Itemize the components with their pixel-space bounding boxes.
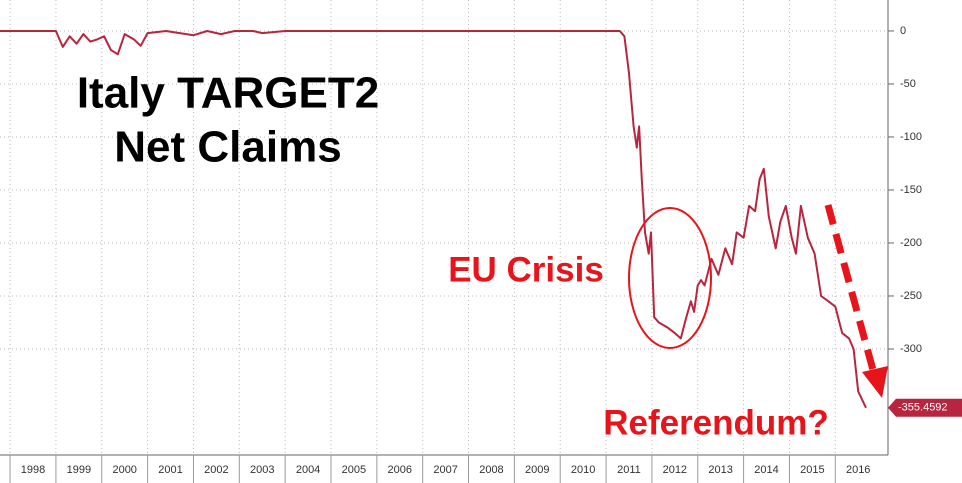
x-tick-label: 2007 [433, 464, 457, 476]
last-value-tag [888, 398, 962, 417]
line [0, 30, 867, 409]
title-line: Italy TARGET2 [77, 69, 379, 118]
x-tick-label: 2009 [525, 464, 549, 476]
highlight-ellipse [628, 207, 712, 349]
x-tick-label: 2001 [158, 464, 182, 476]
x-tick-label: 2004 [296, 464, 320, 476]
y-tick-label: -100 [900, 131, 922, 143]
x-tick-label: 2008 [479, 464, 503, 476]
x-tick-label: 2013 [708, 464, 732, 476]
x-tick-label: 2006 [388, 464, 412, 476]
x-tick-label: 2010 [571, 464, 595, 476]
annotation: EU Crisis [448, 250, 604, 289]
x-tick-label: 2015 [800, 464, 824, 476]
x-tick-label: 2014 [754, 464, 778, 476]
arrow-head [862, 366, 888, 398]
annotation: Referendum? [603, 403, 829, 442]
grid [0, 0, 888, 455]
y-tick-label: -50 [900, 78, 916, 90]
x-tick-label: 2003 [250, 464, 274, 476]
x-tick-label: 2005 [342, 464, 366, 476]
y-tick-label: -150 [900, 184, 922, 196]
x-tick-label: 1998 [21, 464, 45, 476]
x-tick-label: 2002 [204, 464, 228, 476]
y-tick-label: -250 [900, 290, 922, 302]
x-tick-label: 1999 [67, 464, 91, 476]
x-tick-label: 2011 [617, 464, 641, 476]
title-line: Net Claims [114, 123, 341, 172]
x-tick-label: 2012 [663, 464, 687, 476]
y-tick-label: 0 [900, 25, 906, 37]
y-tick-label: -300 [900, 343, 922, 355]
marks [0, 30, 867, 409]
y-tick-label: -200 [900, 237, 922, 249]
x-tick-label: 2000 [112, 464, 136, 476]
last-value-label: -355.4592 [898, 402, 948, 414]
x-tick-label: 2016 [846, 464, 870, 476]
